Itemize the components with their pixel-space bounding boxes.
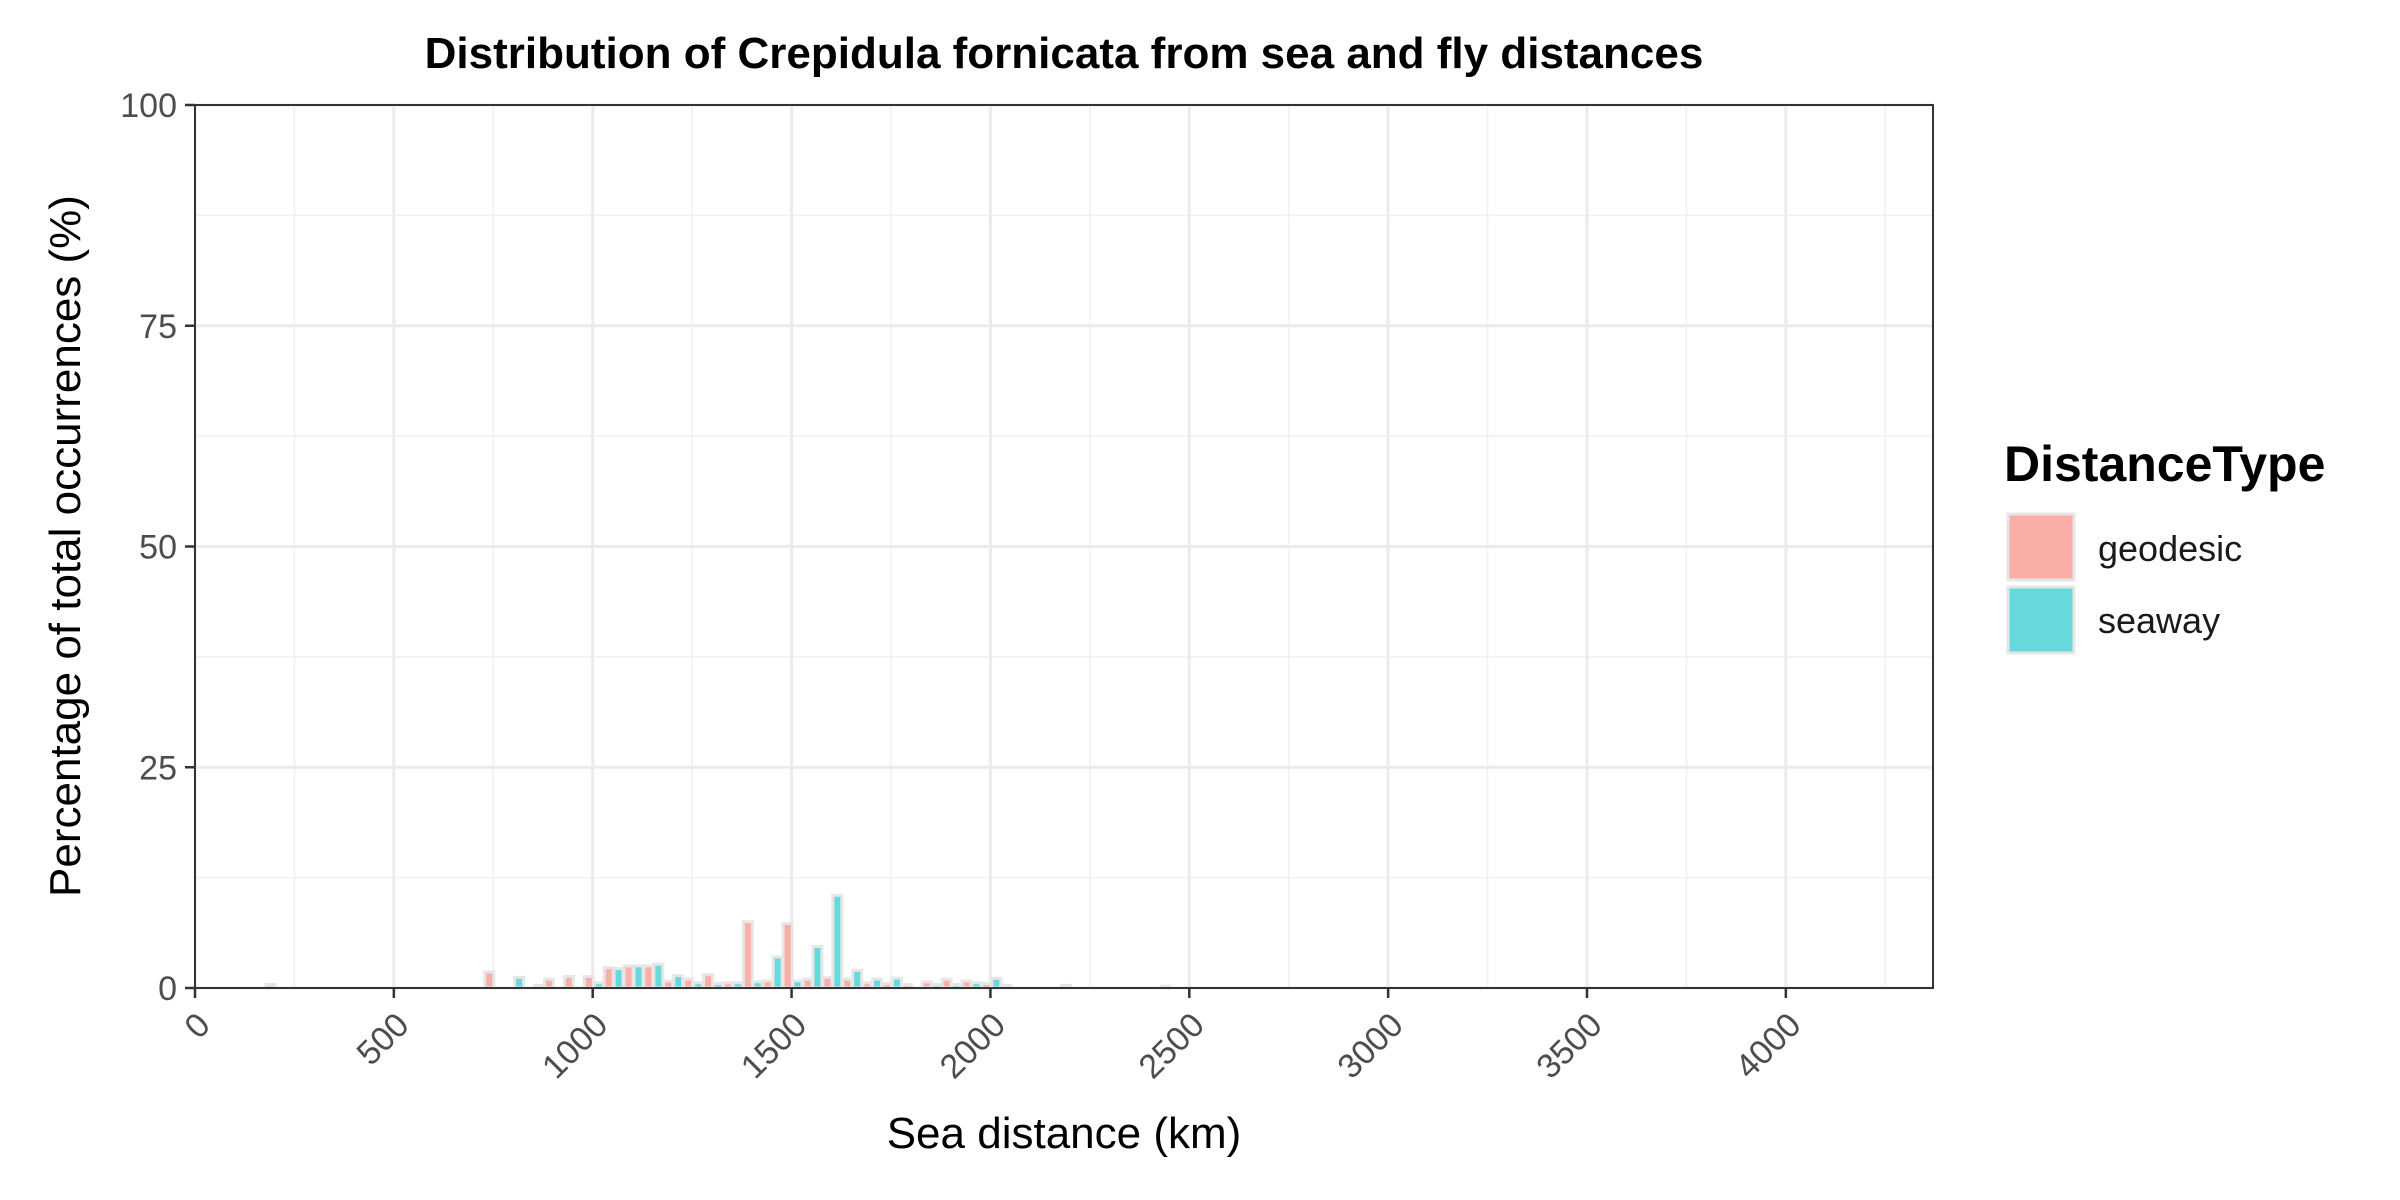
legend-key-seaway [2006,585,2076,655]
x-tick-label: 2500 [1132,1006,1212,1086]
bar-seaway [831,893,844,990]
y-axis-title: Percentage of total occurrences (%) [41,195,90,897]
x-tick-label: 2000 [933,1006,1013,1086]
legend-title: DistanceType [2004,436,2325,492]
bar-seaway [990,976,1003,990]
bar-geodesic [841,977,854,990]
chart-title: Distribution of Crepidula fornicata from… [425,29,1704,78]
y-tick-label: 0 [158,970,177,1008]
x-tick-label: 500 [349,1006,416,1073]
bar-geodesic [662,979,675,990]
bar-geodesic [741,920,754,990]
x-tick-label: 4000 [1728,1006,1808,1086]
x-tick-label: 1500 [734,1006,814,1086]
bar-geodesic [761,979,774,990]
bar-seaway [513,975,526,990]
y-tick-label: 50 [139,529,177,567]
bar-geodesic [960,979,973,990]
bar-geodesic [781,922,794,990]
bar-seaway [890,976,903,990]
bar-geodesic [940,977,953,990]
bar-geodesic [801,977,814,990]
y-tick-label: 100 [120,87,177,125]
bar-geodesic [602,966,615,990]
bar-geodesic [542,977,555,990]
bar-geodesic [821,975,834,990]
bar-seaway [632,964,645,990]
bar-seaway [811,944,824,990]
bar-geodesic [562,975,575,990]
bar-geodesic [642,964,655,990]
legend-key-geodesic [2006,512,2076,582]
bar-seaway [851,968,864,990]
bar-seaway [672,974,685,990]
bar-seaway [612,967,625,990]
x-tick-label: 3000 [1330,1006,1410,1086]
x-tick-label: 3500 [1529,1006,1609,1086]
grid-layer [193,103,1933,990]
bar-seaway [771,955,784,990]
y-tick-label: 25 [139,749,177,787]
bar-geodesic [702,973,715,990]
bar-geodesic [483,970,496,990]
bar-seaway [791,979,804,990]
bars-layer [264,893,1172,990]
bar-geodesic [682,977,695,990]
bar-seaway [871,977,884,990]
legend: DistanceType geodesic seaway [2004,436,2325,655]
y-tick-label: 75 [139,308,177,346]
x-tick-label: 0 [177,1006,217,1046]
x-axis-title: Sea distance (km) [887,1109,1242,1158]
bar-geodesic [622,964,635,990]
bar-seaway [652,962,665,990]
x-tick-label: 1000 [535,1006,615,1086]
legend-label-geodesic: geodesic [2098,528,2242,569]
legend-label-seaway: seaway [2098,600,2220,641]
bar-geodesic [582,975,595,990]
